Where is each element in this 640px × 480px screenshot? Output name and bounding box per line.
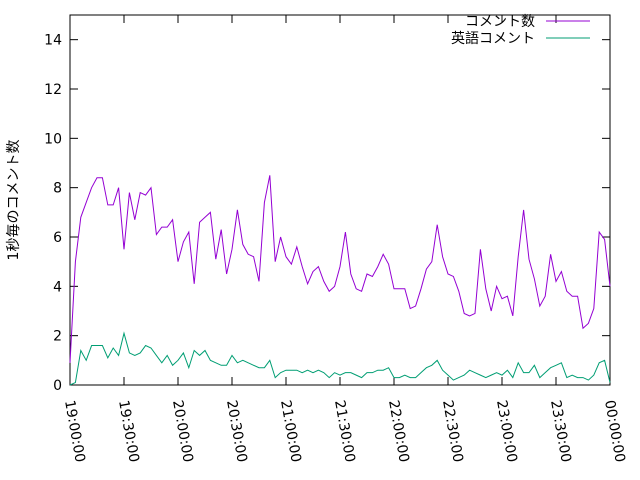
legend-label-2: 英語コメント bbox=[451, 30, 535, 47]
x-tick-label: 21:30:00 bbox=[331, 399, 358, 464]
x-tick-label: 23:30:00 bbox=[547, 399, 574, 464]
y-tick-label: 14 bbox=[44, 33, 62, 49]
x-tick-label: 23:00:00 bbox=[493, 399, 520, 464]
y-tick-label: 12 bbox=[44, 82, 62, 98]
series-line-1 bbox=[69, 175, 611, 363]
axes: 0 2 4 6 8 10 12 14 19:00:00 19:30:00 20:00:00 20:30… bbox=[44, 14, 628, 464]
x-tick-label: 21:00:00 bbox=[277, 399, 304, 464]
x-tick-label: 22:30:00 bbox=[439, 399, 466, 464]
plot-frame bbox=[69, 14, 611, 386]
x-tick-label: 22:00:00 bbox=[385, 399, 412, 464]
series-line-2 bbox=[69, 331, 611, 386]
x-tick-label: 19:30:00 bbox=[115, 399, 142, 464]
y-tick-label: 10 bbox=[44, 131, 62, 147]
y-tick-label: 0 bbox=[53, 378, 62, 394]
legend-label-1: コメント数 bbox=[465, 14, 535, 30]
x-tick-label: 19:00:00 bbox=[61, 399, 88, 464]
y-tick-label: 8 bbox=[53, 181, 62, 197]
x-tick-label: 20:30:00 bbox=[223, 399, 250, 464]
x-tick-label: 00:00:00 bbox=[601, 399, 628, 464]
series-layer bbox=[69, 175, 611, 386]
y-tick-label: 6 bbox=[53, 230, 62, 246]
y-tick-label: 2 bbox=[53, 329, 62, 345]
x-tick-label: 20:00:00 bbox=[169, 399, 196, 464]
y-tick-label: 4 bbox=[53, 279, 62, 295]
y-axis-label: 1秒毎のコメント数 bbox=[6, 140, 22, 261]
